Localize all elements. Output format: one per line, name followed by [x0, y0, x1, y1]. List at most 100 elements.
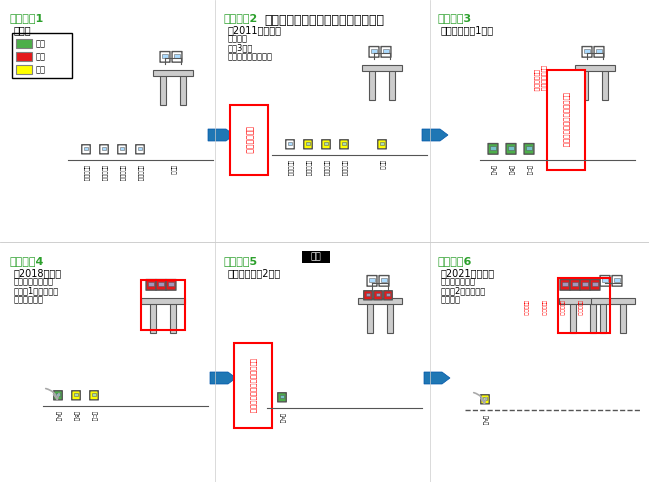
Bar	[230, 105, 268, 175]
Bar	[153, 70, 193, 76]
Text: 仮A線: 仮A線	[279, 413, 285, 423]
FancyBboxPatch shape	[506, 144, 516, 154]
FancyBboxPatch shape	[339, 140, 349, 149]
Bar	[380, 142, 384, 145]
Bar	[483, 397, 487, 400]
FancyBboxPatch shape	[100, 145, 108, 154]
Bar	[367, 303, 373, 333]
Bar	[92, 393, 97, 396]
Bar	[16, 39, 32, 48]
Text: 信越線下り: 信越線下り	[119, 165, 125, 181]
Bar	[341, 142, 347, 145]
Bar	[302, 251, 330, 263]
Text: 信越線下り: 信越線下り	[559, 300, 563, 316]
Text: 高架橋1期工事完成: 高架橋1期工事完成	[14, 286, 59, 295]
Text: ステップ1: ステップ1	[10, 13, 44, 23]
Text: ステップ4: ステップ4	[10, 256, 44, 266]
Text: 信越線上り: 信越線上り	[101, 165, 107, 181]
Text: ステップ5: ステップ5	[224, 256, 258, 266]
Bar	[170, 303, 176, 333]
FancyBboxPatch shape	[82, 145, 90, 154]
Text: 仮線新設工事: 仮線新設工事	[245, 126, 254, 154]
FancyBboxPatch shape	[322, 140, 330, 149]
Bar	[141, 298, 185, 304]
Text: 白新線上り: 白新線上り	[137, 165, 143, 181]
Bar	[306, 142, 310, 145]
Text: 営業線・電留線撤去: 営業線・電留線撤去	[228, 52, 273, 61]
FancyArrow shape	[422, 129, 448, 141]
Bar	[490, 146, 496, 150]
FancyBboxPatch shape	[524, 144, 534, 154]
Bar	[324, 142, 328, 145]
Text: 仮A線: 仮A線	[482, 415, 488, 425]
FancyBboxPatch shape	[286, 140, 294, 149]
FancyBboxPatch shape	[146, 280, 156, 290]
Text: 【2011年度～】: 【2011年度～】	[228, 25, 282, 35]
Bar	[84, 147, 88, 150]
Text: 高架橋施工（1期）: 高架橋施工（1期）	[441, 25, 494, 35]
Bar	[362, 65, 402, 71]
FancyBboxPatch shape	[384, 291, 392, 300]
Text: 仮線一部撤去: 仮線一部撤去	[14, 295, 44, 304]
Bar	[148, 281, 154, 286]
FancyBboxPatch shape	[582, 47, 592, 57]
FancyBboxPatch shape	[90, 391, 98, 400]
Bar	[387, 303, 393, 333]
Bar	[358, 298, 402, 304]
Text: 仮線撤去: 仮線撤去	[441, 295, 461, 304]
Bar	[288, 142, 293, 145]
Text: 仮C線: 仮C線	[92, 411, 97, 421]
FancyBboxPatch shape	[600, 276, 610, 286]
Text: 高架橋新設工事（２期工事）: 高架橋新設工事（２期工事）	[250, 358, 256, 413]
Bar	[590, 303, 596, 333]
Bar	[160, 75, 166, 105]
Bar	[168, 281, 174, 286]
Bar	[138, 147, 142, 150]
Text: 【2021年度頃】: 【2021年度頃】	[441, 268, 495, 278]
Bar	[575, 65, 615, 71]
Bar	[591, 298, 635, 304]
Text: 高架駅全面開業: 高架駅全面開業	[441, 277, 476, 286]
Bar	[558, 278, 610, 333]
Bar	[234, 343, 272, 428]
FancyBboxPatch shape	[378, 140, 386, 149]
FancyBboxPatch shape	[156, 280, 166, 290]
Bar	[572, 281, 578, 286]
Bar	[365, 293, 371, 296]
FancyBboxPatch shape	[160, 52, 170, 62]
Bar	[386, 293, 391, 296]
Text: 信越線上り: 信越線上り	[305, 160, 311, 176]
Text: 新設: 新設	[36, 52, 46, 61]
Bar	[162, 54, 168, 58]
Text: 白新線下り: 白新線下り	[288, 160, 293, 176]
Text: 自新線下り: 自新線下り	[522, 300, 528, 316]
Text: 仮線: 仮線	[36, 39, 46, 48]
Bar	[119, 147, 125, 150]
FancyBboxPatch shape	[363, 291, 373, 300]
Text: 高架橋施工（2期）: 高架橋施工（2期）	[228, 268, 281, 278]
FancyArrow shape	[424, 372, 450, 384]
Bar	[614, 278, 620, 282]
Bar	[508, 146, 514, 150]
Text: 信越線上り: 信越線上り	[541, 300, 546, 316]
Text: 白新線上り: 白新線上り	[341, 160, 347, 176]
Text: 高架橋2期工事完成: 高架橋2期工事完成	[441, 286, 486, 295]
FancyBboxPatch shape	[172, 52, 182, 62]
FancyBboxPatch shape	[481, 395, 489, 404]
Bar	[158, 281, 164, 286]
Text: 【2018年度】: 【2018年度】	[14, 268, 62, 278]
FancyBboxPatch shape	[560, 280, 570, 290]
Bar	[584, 49, 590, 53]
FancyBboxPatch shape	[374, 291, 382, 300]
FancyBboxPatch shape	[117, 145, 127, 154]
Text: 仮線施工: 仮線施工	[228, 34, 248, 43]
FancyArrow shape	[208, 129, 234, 141]
Text: ステップ3: ステップ3	[437, 13, 471, 23]
FancyBboxPatch shape	[379, 276, 389, 286]
Bar	[16, 52, 32, 61]
Bar	[383, 49, 389, 53]
Text: ステップ6: ステップ6	[437, 256, 471, 266]
FancyBboxPatch shape	[590, 280, 600, 290]
FancyBboxPatch shape	[488, 144, 498, 154]
Text: 仮A線: 仮A線	[490, 165, 496, 175]
